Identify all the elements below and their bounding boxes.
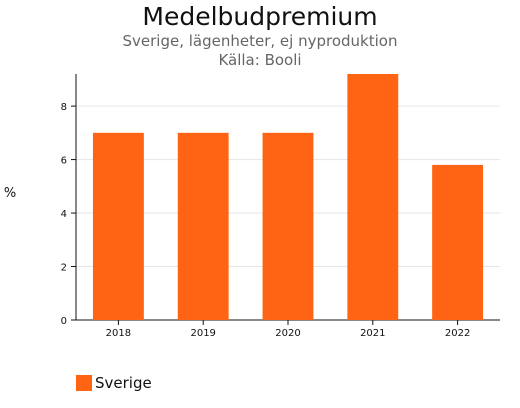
- y-tick-label: 6: [61, 156, 67, 167]
- x-tick-label: 2022: [445, 328, 470, 339]
- legend: Sverige: [76, 374, 152, 392]
- x-tick-label: 2018: [106, 328, 131, 339]
- y-axis-label: %: [4, 186, 16, 201]
- legend-label: Sverige: [95, 374, 152, 392]
- chart-subtitle: Sverige, lägenheter, ej nyproduktion: [122, 32, 398, 50]
- x-axis: 2018 2019 2020 2021 2022: [76, 319, 500, 339]
- y-tick-label: 0: [61, 316, 67, 327]
- chart-source: Källa: Booli: [218, 51, 302, 69]
- bar: [347, 74, 399, 320]
- chart-title: Medelbudpremium: [142, 2, 378, 31]
- x-tick-label: 2020: [275, 328, 300, 339]
- bar: [432, 164, 484, 320]
- bar: [92, 132, 144, 320]
- y-axis: 0 2 4 6 8: [61, 74, 77, 327]
- x-tick-label: 2019: [190, 328, 215, 339]
- bar: [177, 132, 229, 320]
- x-tick-label: 2021: [360, 328, 385, 339]
- bars: [92, 74, 484, 320]
- legend-swatch: [76, 375, 92, 391]
- y-tick-label: 2: [61, 263, 67, 274]
- y-tick-label: 8: [61, 102, 67, 113]
- bar: [262, 132, 314, 320]
- y-tick-label: 4: [61, 209, 67, 220]
